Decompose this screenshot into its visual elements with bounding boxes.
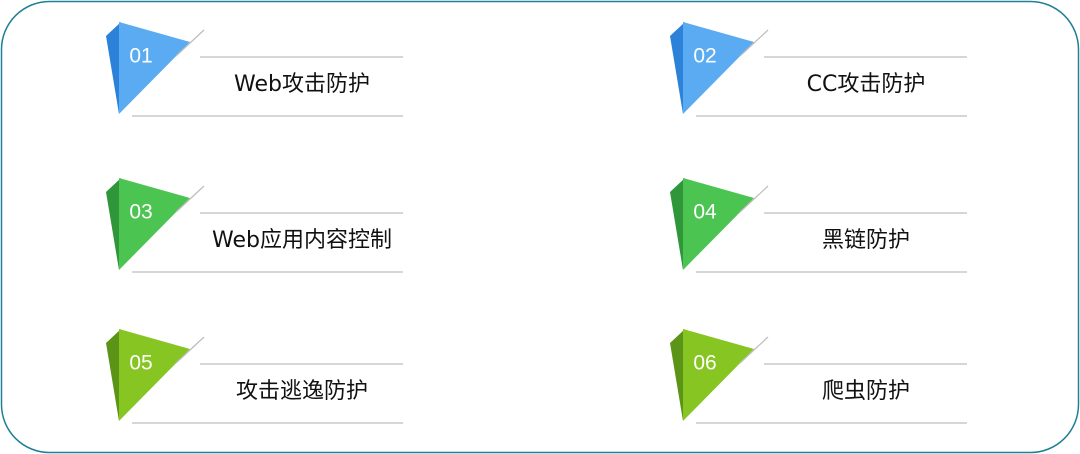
item: 01 Web攻击防护 — [106, 22, 403, 117]
marker-shade — [106, 22, 121, 114]
item: 05 攻击逃逸防护 — [106, 329, 403, 424]
marker — [119, 178, 190, 270]
marker-shade — [670, 178, 685, 270]
item-number: 01 — [129, 45, 152, 68]
marker — [119, 329, 190, 421]
item-label: CC攻击防护 — [807, 72, 926, 97]
marker-shade — [670, 329, 685, 421]
marker — [683, 329, 754, 421]
item: 04 黑链防护 — [670, 178, 967, 273]
marker-shade — [106, 178, 121, 270]
item: 06 爬虫防护 — [670, 329, 967, 424]
marker-edge — [739, 336, 769, 364]
item-label: 爬虫防护 — [822, 379, 910, 404]
item-label: 攻击逃逸防护 — [236, 379, 368, 404]
marker-edge — [739, 29, 769, 57]
item-label: Web攻击防护 — [234, 72, 370, 97]
item-number: 02 — [693, 45, 716, 68]
item-label: Web应用内容控制 — [212, 228, 392, 253]
item-number: 03 — [129, 201, 152, 224]
item-number: 06 — [693, 352, 716, 375]
marker-edge — [175, 29, 205, 57]
marker-shade — [106, 329, 121, 421]
item: 02 CC攻击防护 — [670, 22, 967, 117]
marker-edge — [739, 185, 769, 213]
item-label: 黑链防护 — [822, 228, 910, 253]
item-number: 04 — [693, 201, 717, 224]
marker — [683, 22, 754, 114]
marker — [683, 178, 754, 270]
marker — [119, 22, 190, 114]
marker-shade — [670, 22, 685, 114]
item: 03 Web应用内容控制 — [106, 178, 403, 273]
item-number: 05 — [129, 352, 152, 375]
marker-edge — [175, 185, 205, 213]
marker-edge — [175, 336, 205, 364]
